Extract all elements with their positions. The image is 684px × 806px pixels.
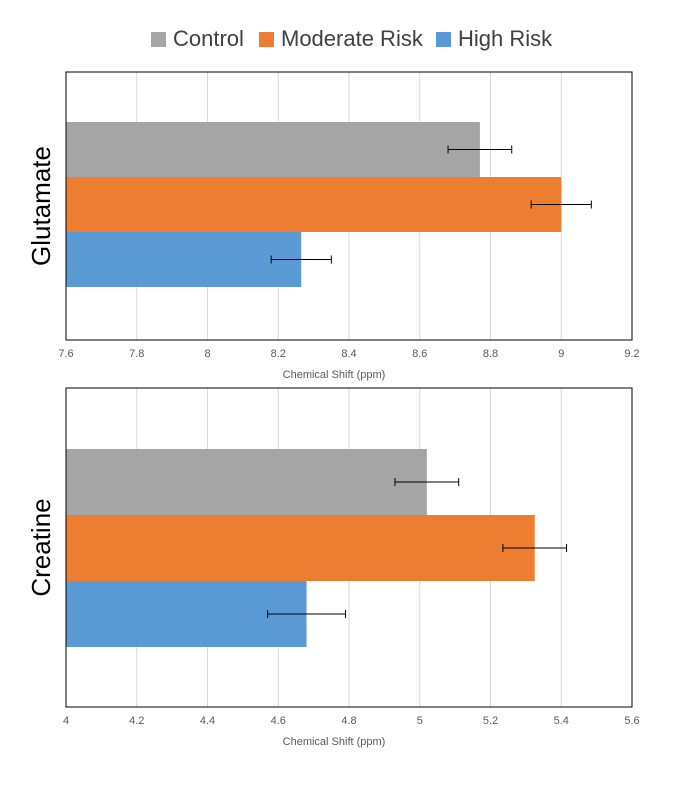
glutamate-tick-label: 8.6 <box>412 348 427 360</box>
creatine-tick-label: 4 <box>63 715 69 727</box>
glutamate-category-label: Glutamate <box>26 146 56 266</box>
legend-item-moderate-risk: Moderate Risk <box>259 26 423 52</box>
creatine-tick-label: 5.2 <box>483 715 498 727</box>
glutamate-tick-label: 8.2 <box>271 348 286 360</box>
legend-swatch-moderate-risk <box>259 31 274 47</box>
glutamate-tick-label: 8.8 <box>483 348 498 360</box>
creatine-plot-frame <box>65 387 633 708</box>
legend-label-control: Control <box>173 26 244 51</box>
creatine-bar-control <box>66 449 427 515</box>
glutamate-tick-label: 9 <box>558 348 564 360</box>
legend-swatch-control <box>151 31 166 47</box>
glutamate-tick-label: 8.4 <box>341 348 356 360</box>
legend-item-control: Control <box>151 26 244 52</box>
legend-label-moderate-risk: Moderate Risk <box>281 26 423 51</box>
legend-swatch-high-risk <box>436 31 451 47</box>
creatine-tick-label: 5.4 <box>554 715 569 727</box>
glutamate-tick-label: 7.8 <box>129 348 144 360</box>
glutamate-x-axis-title: Chemical Shift (ppm) <box>283 369 386 381</box>
glutamate-bar-moderate-risk <box>66 177 562 232</box>
creatine-category-label: Creatine <box>26 498 56 596</box>
glutamate-tick-label: 8 <box>204 348 210 360</box>
creatine-tick-label: 5 <box>417 715 423 727</box>
creatine-tick-label: 4.2 <box>129 715 144 727</box>
glutamate-plot-frame <box>65 71 633 341</box>
glutamate-tick-label: 9.2 <box>624 348 639 360</box>
creatine-tick-label: 4.4 <box>200 715 215 727</box>
legend-label-high-risk: High Risk <box>458 26 553 51</box>
creatine-x-axis-title: Chemical Shift (ppm) <box>283 736 386 748</box>
glutamate-bar-high-risk <box>66 232 302 287</box>
creatine-tick-label: 5.6 <box>624 715 639 727</box>
creatine-tick-label: 4.6 <box>271 715 286 727</box>
glutamate-bar-control <box>66 122 480 177</box>
creatine-bar-moderate-risk <box>66 515 535 581</box>
legend-item-high-risk: High Risk <box>436 26 552 52</box>
chart-legend: Control Moderate Risk High Risk <box>0 26 684 56</box>
glutamate-tick-label: 7.6 <box>58 348 73 360</box>
creatine-bar-high-risk <box>66 581 307 647</box>
creatine-tick-label: 4.8 <box>341 715 356 727</box>
